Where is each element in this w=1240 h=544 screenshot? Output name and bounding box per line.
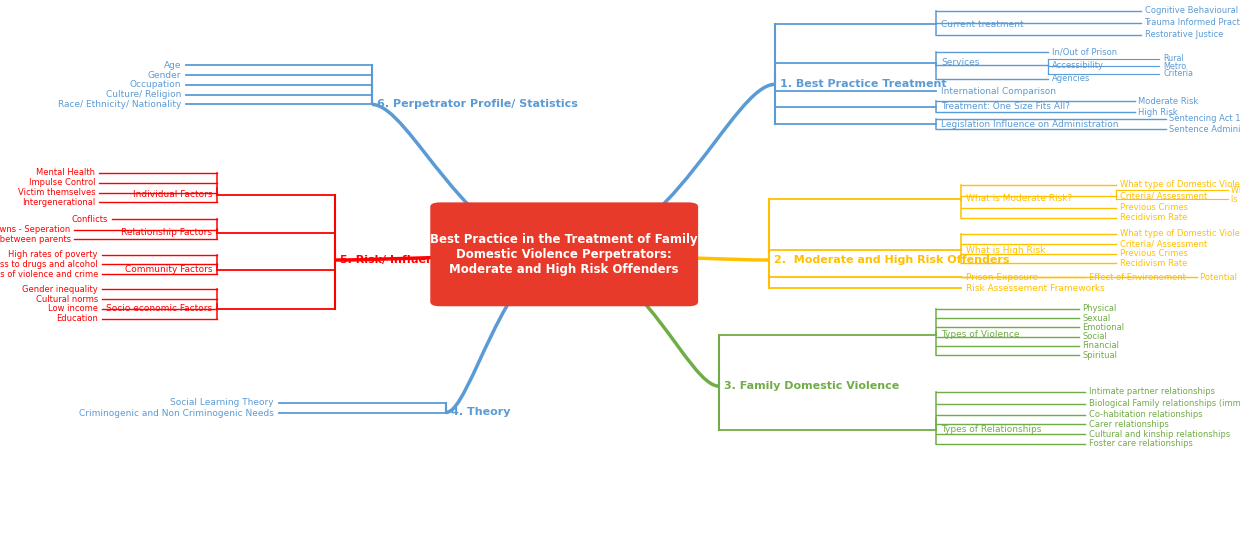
Text: 4. Theory: 4. Theory: [451, 407, 511, 417]
Text: 5. Risk/ Influencing Factors: 5. Risk/ Influencing Factors: [340, 255, 510, 265]
Text: Recidivism Rate: Recidivism Rate: [1120, 259, 1187, 268]
Text: Legislation Influence on Administration: Legislation Influence on Administration: [941, 120, 1118, 128]
Text: Impulse Control: Impulse Control: [29, 178, 95, 187]
Text: Physical: Physical: [1083, 305, 1117, 313]
Text: Cultural norms: Cultural norms: [36, 295, 98, 304]
Text: Potential triggers: Potential triggers: [1200, 273, 1240, 282]
Text: Gender: Gender: [148, 71, 181, 79]
Text: Sentencing Act 1995: Sentencing Act 1995: [1169, 114, 1240, 123]
Text: High rates of poverty: High rates of poverty: [9, 250, 98, 259]
Text: Services: Services: [941, 58, 980, 67]
Text: Age: Age: [164, 61, 181, 70]
Text: Accessibility: Accessibility: [1052, 61, 1104, 70]
Text: Metro: Metro: [1163, 62, 1187, 71]
Text: What is Moderate Risk?: What is Moderate Risk?: [966, 194, 1073, 203]
Text: Biological Family relationships (immediate and extended): Biological Family relationships (immedia…: [1089, 399, 1240, 408]
Text: Spiritual: Spiritual: [1083, 351, 1117, 360]
Text: Individual Factors: Individual Factors: [133, 190, 212, 199]
Text: Sexual: Sexual: [1083, 314, 1111, 323]
Text: Criteria/ Assessment: Criteria/ Assessment: [1120, 239, 1207, 248]
Text: In/Out of Prison: In/Out of Prison: [1052, 48, 1117, 57]
Text: Gender inequality: Gender inequality: [22, 285, 98, 294]
Text: Occupation: Occupation: [129, 81, 181, 89]
Text: 3. Family Domestic Violence: 3. Family Domestic Violence: [724, 381, 899, 391]
Text: Carer relationships: Carer relationships: [1089, 420, 1168, 429]
Text: What type of Domestic Violence: What type of Domestic Violence: [1120, 181, 1240, 189]
Text: Prison Exposure: Prison Exposure: [966, 273, 1038, 282]
Text: Low income: Low income: [48, 305, 98, 313]
Text: Sentence Administration Act 2003: Sentence Administration Act 2003: [1169, 125, 1240, 134]
Text: High Risk: High Risk: [1138, 108, 1178, 116]
Text: Relationship Factors: Relationship Factors: [122, 228, 212, 237]
Text: Trauma Informed Practice: Trauma Informed Practice: [1145, 18, 1240, 27]
Text: Restorative Justice: Restorative Justice: [1145, 30, 1223, 39]
Text: Conflicts: Conflicts: [72, 215, 108, 224]
Text: Cultural and kinship relationships: Cultural and kinship relationships: [1089, 430, 1230, 438]
Text: Foster care relationships: Foster care relationships: [1089, 440, 1193, 448]
Text: Is there a review process?: Is there a review process?: [1231, 195, 1240, 203]
Text: High rates of violence and crime: High rates of violence and crime: [0, 270, 98, 279]
FancyBboxPatch shape: [430, 202, 698, 306]
Text: Intergenerational: Intergenerational: [22, 198, 95, 207]
Text: Financial: Financial: [1083, 342, 1120, 350]
Text: Race/ Ethnicity/ Nationality: Race/ Ethnicity/ Nationality: [58, 100, 181, 109]
Text: Culture/ Religion: Culture/ Religion: [105, 90, 181, 99]
Text: Previous Crimes: Previous Crimes: [1120, 249, 1188, 258]
Text: Intimate partner relationships: Intimate partner relationships: [1089, 387, 1215, 396]
Text: Community Factors: Community Factors: [124, 265, 212, 274]
Text: Current treatment: Current treatment: [941, 20, 1024, 29]
Text: Criteria: Criteria: [1163, 70, 1193, 78]
Text: Types of Relationships: Types of Relationships: [941, 425, 1042, 434]
Text: 1. Best Practice Treatment: 1. Best Practice Treatment: [780, 79, 946, 89]
Text: Social: Social: [1083, 332, 1107, 341]
Text: What is High Risk: What is High Risk: [966, 246, 1045, 255]
Text: Education: Education: [56, 314, 98, 323]
Text: Risk Assessement Frameworks: Risk Assessement Frameworks: [966, 284, 1105, 293]
Text: International Comparison: International Comparison: [941, 87, 1056, 96]
Text: Cognitive Behavioural Therapy (CBT): Cognitive Behavioural Therapy (CBT): [1145, 7, 1240, 15]
Text: Co-habitation relationships: Co-habitation relationships: [1089, 410, 1203, 419]
Text: Best Practice in the Treatment of Family
Domestic Violence Perpetrators:
Moderat: Best Practice in the Treatment of Family…: [430, 233, 698, 276]
Text: Relationship Breakdowns - Seperation: Relationship Breakdowns - Seperation: [0, 225, 71, 234]
Text: Moderate Risk: Moderate Risk: [1138, 97, 1199, 106]
Text: 6. Perpetrator Profile/ Statistics: 6. Perpetrator Profile/ Statistics: [377, 100, 578, 109]
Text: Socio economic Factors: Socio economic Factors: [105, 305, 212, 313]
Text: What type of Domestic Violence: What type of Domestic Violence: [1120, 230, 1240, 238]
Text: 2.  Moderate and High Risk Offenders: 2. Moderate and High Risk Offenders: [774, 255, 1009, 265]
Text: Criteria/ Assessment: Criteria/ Assessment: [1120, 191, 1207, 200]
Text: Who conducts assessments: Who conducts assessments: [1231, 186, 1240, 195]
Text: Victim themselves: Victim themselves: [17, 188, 95, 197]
Text: Types of Violence: Types of Violence: [941, 330, 1019, 339]
Text: Previous Crimes: Previous Crimes: [1120, 203, 1188, 212]
Text: Social Learning Theory: Social Learning Theory: [170, 398, 274, 407]
Text: Agencies: Agencies: [1052, 75, 1090, 83]
Text: Mental Health: Mental Health: [36, 169, 95, 177]
Text: Treatment: One Size Fits All?: Treatment: One Size Fits All?: [941, 102, 1070, 111]
Text: Emotional: Emotional: [1083, 323, 1125, 332]
Text: Exposure to violence between parents: Exposure to violence between parents: [0, 235, 71, 244]
Text: Recidivism Rate: Recidivism Rate: [1120, 213, 1187, 222]
Text: Easy access to drugs and alcohol: Easy access to drugs and alcohol: [0, 260, 98, 269]
Text: Criminogenic and Non Criminogenic Needs: Criminogenic and Non Criminogenic Needs: [79, 409, 274, 418]
Text: Rural: Rural: [1163, 54, 1184, 63]
Text: Effect of Environement: Effect of Environement: [1089, 273, 1185, 282]
